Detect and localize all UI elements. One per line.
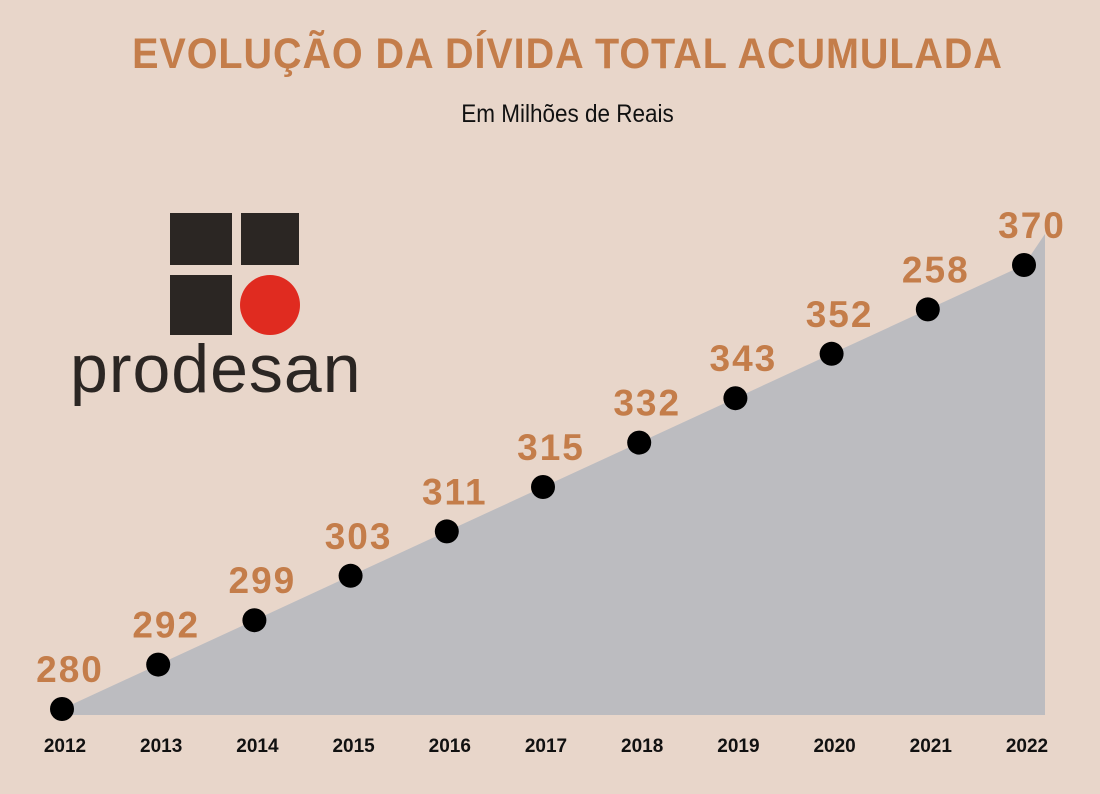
data-point-2022 — [1012, 253, 1036, 277]
x-tick-label-2020: 2020 — [813, 736, 855, 757]
data-label-2021: 258 — [902, 249, 970, 290]
x-tick-label-2019: 2019 — [717, 736, 759, 757]
data-point-2014 — [242, 608, 267, 633]
data-point-2018 — [627, 430, 652, 455]
logo-square-bottom-left — [170, 275, 232, 335]
logo-red-circle — [240, 275, 300, 335]
data-point-2015 — [338, 563, 363, 588]
x-tick-label-2012: 2012 — [44, 736, 86, 757]
chart-subtitle: Em Milhões de Reais — [461, 100, 674, 128]
chart-area-fill — [62, 234, 1045, 715]
data-label-2015: 303 — [325, 516, 393, 557]
prodesan-logo — [170, 213, 300, 335]
x-tick-label-2014: 2014 — [236, 736, 279, 757]
logo-square-top-left — [170, 213, 232, 265]
data-label-2017: 315 — [517, 427, 585, 468]
logo-square-top-right — [241, 213, 299, 265]
data-label-2022: 370 — [998, 205, 1066, 246]
data-label-2018: 332 — [613, 383, 681, 424]
data-point-2013 — [146, 652, 171, 677]
data-label-2013: 292 — [132, 605, 200, 646]
x-tick-label-2021: 2021 — [910, 736, 953, 757]
x-tick-label-2016: 2016 — [429, 736, 471, 757]
x-tick-label-2022: 2022 — [1006, 736, 1048, 757]
x-tick-label-2018: 2018 — [621, 736, 663, 757]
data-point-2019 — [723, 386, 748, 411]
x-tick-label-2017: 2017 — [525, 736, 567, 757]
data-label-2016: 311 — [422, 471, 488, 512]
x-tick-label-2015: 2015 — [332, 736, 375, 757]
data-label-2014: 299 — [229, 560, 297, 601]
logo-text: prodesan — [70, 331, 362, 407]
data-point-2020 — [819, 341, 844, 366]
data-label-2019: 343 — [710, 338, 778, 379]
data-label-2020: 352 — [806, 294, 874, 335]
data-label-2012: 280 — [36, 649, 104, 690]
data-point-2016 — [434, 519, 459, 544]
data-point-2021 — [915, 297, 940, 322]
data-point-2017 — [531, 475, 555, 499]
chart-title: EVOLUÇÃO DA DÍVIDA TOTAL ACUMULADA — [132, 30, 1003, 78]
x-tick-label-2013: 2013 — [140, 736, 182, 757]
data-point-2012 — [50, 697, 74, 721]
